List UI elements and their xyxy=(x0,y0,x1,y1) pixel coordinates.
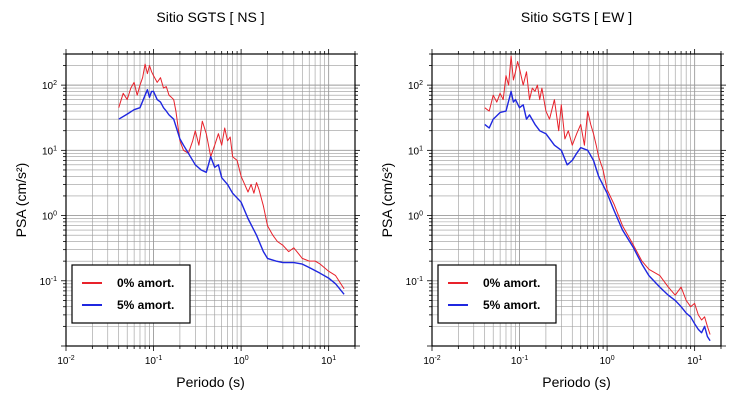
legend-label: 5% amort. xyxy=(117,298,174,312)
x-tick-label: 10-2 xyxy=(423,355,440,367)
y-tick-label: 100 xyxy=(408,211,423,223)
legend-box xyxy=(437,264,557,324)
x-tick-label: 10-1 xyxy=(511,355,528,367)
legend-label: 0% amort. xyxy=(117,276,174,290)
legend-label: 0% amort. xyxy=(483,276,540,290)
series-line-0 xyxy=(484,55,711,335)
y-axis-label: PSA (cm/s²) xyxy=(379,163,395,238)
x-tick-label: 101 xyxy=(321,355,336,367)
legend-box xyxy=(71,264,191,324)
y-tick-label: 102 xyxy=(42,80,57,92)
series-line-1 xyxy=(484,90,711,342)
x-axis-label: Periodo (s) xyxy=(542,374,610,390)
legend: 0% amort. 5% amort. xyxy=(437,264,557,324)
plot-frame xyxy=(431,53,722,347)
y-axis-label: PSA (cm/s²) xyxy=(13,163,29,238)
legend: 0% amort. 5% amort. xyxy=(71,264,191,324)
x-tick-label: 10-1 xyxy=(145,355,162,367)
y-tick-label: 102 xyxy=(408,80,423,92)
chart-0: 10-2 10-1 100 101 10-1 100 101 102 Sitio SGTS [ … xyxy=(13,9,360,390)
chart-1: 10-2 10-1 100 101 10-1 100 101 102 Sitio SGTS [ … xyxy=(379,9,726,390)
y-tick-label: 101 xyxy=(408,145,423,157)
x-tick-label: 10-2 xyxy=(57,355,74,367)
y-tick-label: 10-1 xyxy=(40,276,57,288)
y-tick-label: 101 xyxy=(42,145,57,157)
x-tick-label: 101 xyxy=(687,355,702,367)
chart-title: Sitio SGTS [ EW ] xyxy=(521,9,632,25)
y-tick-label: 100 xyxy=(42,211,57,223)
x-axis-label: Periodo (s) xyxy=(176,374,244,390)
x-tick-label: 100 xyxy=(600,355,615,367)
legend-label: 5% amort. xyxy=(483,298,540,312)
series-line-1 xyxy=(118,88,345,295)
y-tick-label: 10-1 xyxy=(406,276,423,288)
plot-frame xyxy=(65,53,356,347)
grid xyxy=(431,53,722,347)
grid xyxy=(65,53,356,347)
chart-title: Sitio SGTS [ NS ] xyxy=(156,9,264,25)
x-tick-label: 100 xyxy=(234,355,249,367)
